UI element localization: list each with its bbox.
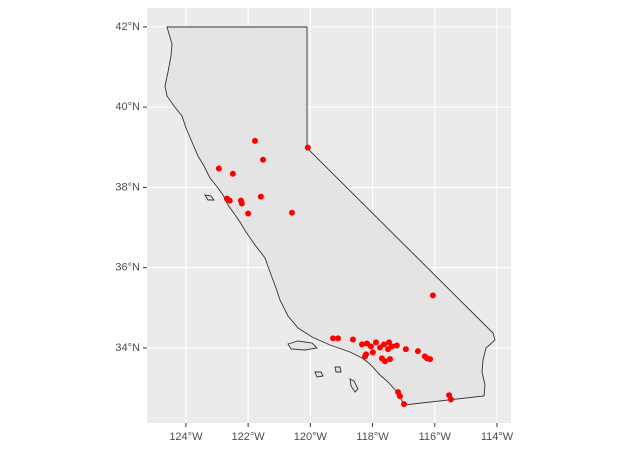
point: [381, 341, 388, 348]
island: [314, 371, 324, 378]
point: [447, 396, 454, 403]
point: [245, 210, 252, 217]
point: [388, 343, 395, 350]
point: [362, 353, 369, 360]
x-tick-label: 114°W: [481, 431, 514, 443]
y-tick-label: 34°N: [115, 342, 140, 354]
point: [414, 348, 421, 355]
island: [349, 378, 359, 393]
point: [330, 335, 337, 342]
point: [382, 358, 388, 365]
point: [238, 200, 245, 207]
point: [226, 197, 233, 204]
point: [372, 339, 379, 346]
point: [215, 165, 222, 172]
point: [260, 156, 267, 163]
point: [396, 393, 403, 400]
point: [358, 341, 365, 348]
x-tick-label: 116°W: [419, 431, 452, 443]
point: [421, 353, 428, 360]
point: [427, 356, 434, 363]
point: [369, 349, 376, 356]
point: [288, 209, 295, 216]
x-tick-label: 122°W: [232, 431, 266, 443]
point: [304, 144, 311, 151]
island: [204, 194, 215, 201]
island: [287, 340, 318, 351]
y-tick-label: 42°N: [115, 21, 140, 33]
point: [229, 170, 236, 177]
california-outline: [164, 26, 496, 406]
y-tick-label: 38°N: [115, 181, 140, 193]
point: [335, 335, 342, 342]
point: [377, 344, 384, 351]
island: [334, 366, 342, 373]
x-tick-label: 124°W: [169, 431, 203, 443]
point: [402, 346, 409, 353]
point: [257, 193, 264, 200]
point: [400, 401, 407, 408]
point: [368, 343, 374, 350]
x-tick-label: 120°W: [294, 431, 328, 443]
x-tick-label: 118°W: [356, 431, 389, 443]
y-tick-label: 40°N: [115, 101, 140, 113]
point: [349, 336, 356, 343]
point: [251, 137, 258, 144]
point: [429, 292, 436, 299]
y-tick-label: 36°N: [115, 262, 140, 274]
point: [386, 356, 393, 363]
point: [393, 342, 400, 349]
